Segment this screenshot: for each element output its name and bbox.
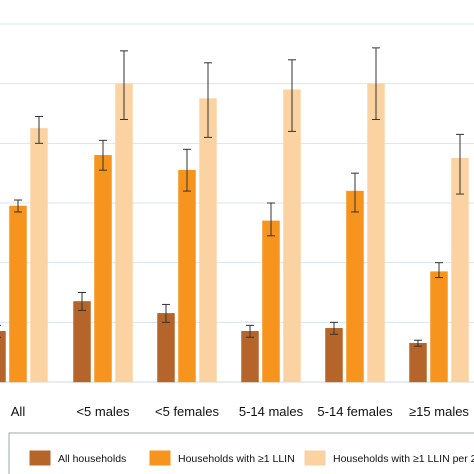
bar-households-with-ge1-llin-5-14-males	[262, 220, 280, 383]
legend-swatch-households-with-ge1-llin	[149, 450, 171, 466]
bar-all-households-5-14-females	[325, 328, 343, 383]
bar-households-with-ge1-llin-all	[9, 205, 27, 383]
category-label-lt5-females: <5 females	[155, 404, 219, 419]
category-label-all: All	[11, 404, 26, 419]
category-label-5-14-males: 5-14 males	[239, 404, 304, 419]
legend-box	[8, 432, 474, 474]
bar-households-with-ge1-llin-per-2-5-14-females	[367, 83, 385, 383]
bar-all-households-lt5-females	[157, 313, 175, 383]
bar-all-households-all	[0, 331, 6, 383]
bar-households-with-ge1-llin-ge15-males	[430, 271, 448, 383]
bar-households-with-ge1-llin-5-14-females	[346, 190, 364, 383]
legend-swatch-households-with-ge1-llin-per-2	[304, 450, 326, 466]
legend-label-households-with-ge1-llin-per-2: Households with ≥1 LLIN per 2	[333, 453, 474, 465]
bar-all-households-lt5-males	[73, 301, 91, 383]
legend-swatch-all-households	[29, 450, 51, 466]
legend-label-households-with-ge1-llin: Households with ≥1 LLIN	[178, 453, 295, 465]
legend-label-all-households: All households	[58, 453, 126, 465]
bar-all-households-ge15-males	[409, 342, 427, 383]
bar-households-with-ge1-llin-lt5-males	[94, 155, 112, 383]
bar-all-households-5-14-males	[241, 331, 259, 383]
category-label-5-14-females: 5-14 females	[317, 404, 393, 419]
category-label-ge15-males: ≥15 males	[409, 404, 469, 419]
bar-households-with-ge1-llin-per-2-all	[30, 128, 48, 383]
bar-households-with-ge1-llin-per-2-5-14-males	[283, 89, 301, 383]
bar-households-with-ge1-llin-per-2-lt5-males	[115, 83, 133, 383]
bar-households-with-ge1-llin-lt5-females	[178, 169, 196, 383]
category-label-lt5-males: <5 males	[76, 404, 130, 419]
bar-households-with-ge1-llin-per-2-lt5-females	[199, 98, 217, 383]
